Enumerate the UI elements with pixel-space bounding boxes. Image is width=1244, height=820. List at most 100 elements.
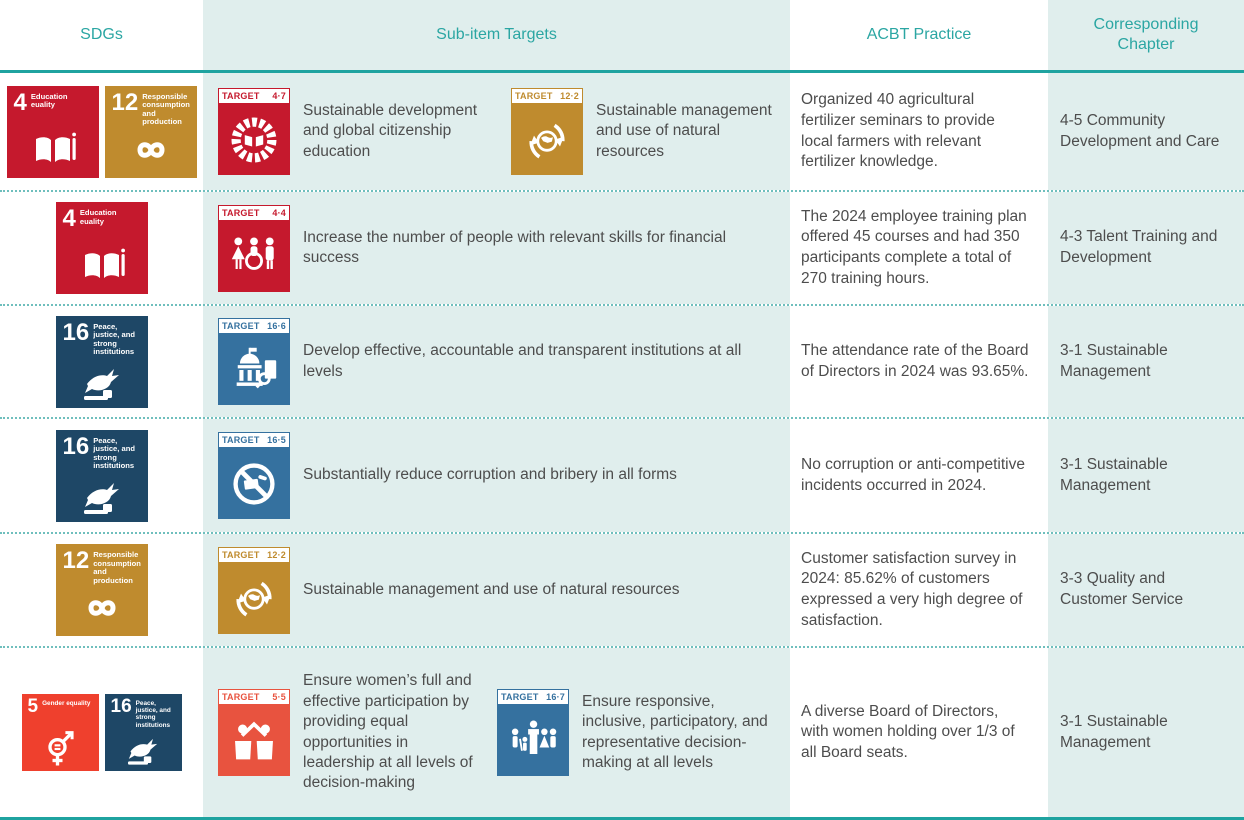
- practice-cell: Organized 40 agricultural fertilizer sem…: [790, 73, 1048, 190]
- target-bar-label: TARGET: [501, 692, 539, 702]
- practice-text: Customer satisfaction survey in 2024: 85…: [801, 549, 1023, 629]
- targets-cell: TARGET 5·5 Ensure women’s full and effect…: [203, 648, 790, 817]
- practice-text: A diverse Board of Directors, with women…: [801, 702, 1015, 761]
- chapter-text: 4-5 Community Development and Care: [1060, 111, 1220, 150]
- table-row: 4 Education euality 12 Responsible consump…: [0, 73, 1244, 190]
- sdg-cell: 4 Education euality: [0, 192, 203, 304]
- target-code: 16·7: [546, 692, 565, 702]
- target-4-4-badge: TARGET 4·4: [218, 204, 290, 292]
- chapter-cell: 3-1 Sustainable Management: [1048, 419, 1244, 532]
- globe-recycle-icon: [228, 572, 280, 624]
- target-item: TARGET 4·7 Sustainable development and gl…: [218, 88, 495, 175]
- target-12-2-badge: TARGET 12·2: [218, 546, 290, 634]
- table-row: 16 Peace, justice, and strong institution…: [0, 304, 1244, 417]
- target-bar-label: TARGET: [222, 321, 260, 331]
- chapter-text: 3-1 Sustainable Management: [1060, 712, 1168, 751]
- target-16-5-badge: TARGET 16·5: [218, 432, 290, 519]
- women-leadership-podium-icon: [228, 715, 280, 767]
- target-item: TARGET 4·4 Increase the number of people …: [218, 204, 772, 292]
- sdg-cell: 12 Responsible consumption and production: [0, 534, 203, 646]
- sdg-12-tile: 12 Responsible consumption and production: [55, 544, 148, 636]
- target-item: TARGET 16·5 Substantially reduce corrupti…: [218, 432, 772, 519]
- target-text: Sustainable management and use of natura…: [303, 580, 680, 598]
- sdg-title: Gender equality: [42, 700, 91, 707]
- chapter-text: 3-1 Sustainable Management: [1060, 341, 1168, 380]
- sdg-cell: 16 Peace, justice, and strong institution…: [0, 419, 203, 532]
- targets-cell: TARGET 12·2 Sustainable management and us…: [203, 534, 790, 646]
- sdg-5-tile: 5 Gender equality: [21, 694, 99, 771]
- sdg-number: 16: [62, 432, 90, 460]
- chapter-cell: 4-5 Community Development and Care: [1048, 73, 1244, 190]
- practice-cell: A diverse Board of Directors, with women…: [790, 648, 1048, 817]
- target-item: TARGET 12·2 Sustainable management and us…: [218, 546, 772, 634]
- chapter-text: 3-3 Quality and Customer Service: [1060, 570, 1184, 608]
- sdg-number: 12: [62, 547, 90, 574]
- target-text: Sustainable development and global citiz…: [303, 101, 478, 160]
- participatory-decision-icon: [507, 715, 559, 767]
- target-text: Substantially reduce corruption and brib…: [303, 466, 677, 484]
- chapter-text: 4-3 Talent Training and Development: [1060, 228, 1218, 266]
- sdg-number: 12: [111, 88, 139, 116]
- header-corresponding-chapter-label: Corresponding Chapter: [1093, 16, 1199, 53]
- sdg-title: Education euality: [79, 208, 117, 226]
- header-acbt-practice-label: ACBT Practice: [866, 26, 972, 43]
- target-bar-label: TARGET: [222, 435, 260, 445]
- target-code: 5·5: [272, 692, 286, 702]
- header-sub-item-targets-label: Sub-item Targets: [436, 26, 557, 43]
- targets-cell: TARGET 16·5 Substantially reduce corrupti…: [203, 419, 790, 532]
- sdg-title: Peace, justice, and strong institutions: [135, 700, 171, 729]
- chapter-cell: 3-1 Sustainable Management: [1048, 648, 1244, 817]
- sdg-title: Peace, justice, and strong institutions: [93, 435, 135, 470]
- table-row: 16 Peace, justice, and strong institution…: [0, 417, 1244, 532]
- targets-cell: TARGET 16·6 Develop effective, accountabl…: [203, 306, 790, 417]
- targets-cell: TARGET 4·7 Sustainable development and gl…: [203, 73, 790, 190]
- header-sub-item-targets: Sub-item Targets: [203, 0, 790, 70]
- chapter-text: 3-1 Sustainable Management: [1060, 455, 1168, 494]
- sdg-number: 4: [13, 88, 27, 116]
- sdg-number: 4: [62, 205, 76, 232]
- sdg-number: 16: [110, 696, 132, 717]
- practice-cell: Customer satisfaction survey in 2024: 85…: [790, 534, 1048, 646]
- target-item: TARGET 12·2 Sustainable management and us…: [511, 88, 782, 175]
- target-16-7-badge: TARGET 16·7: [497, 689, 569, 776]
- table-header: SDGs Sub-item Targets ACBT Practice Corr…: [0, 0, 1244, 73]
- targets-cell: TARGET 4·4 Increase the number of people …: [203, 192, 790, 304]
- sdg-16-tile: 16 Peace, justice, and strong institution…: [104, 694, 182, 771]
- target-code: 16·6: [267, 321, 286, 331]
- target-item: TARGET 5·5 Ensure women’s full and effect…: [218, 671, 481, 794]
- target-bar-label: TARGET: [222, 207, 260, 218]
- target-bar-label: TARGET: [515, 91, 553, 101]
- practice-text: No corruption or anti-competitive incide…: [801, 455, 1025, 494]
- dove-gavel-icon: [76, 356, 128, 404]
- gender-equality-icon: [38, 728, 82, 768]
- sunburst-book-icon: [228, 114, 280, 166]
- target-code: 4·7: [272, 91, 286, 101]
- table-row: 4 Education euality TARGET 4·4 Increase th…: [0, 190, 1244, 304]
- table-row: 5 Gender equality 16 Peace, justice, and s…: [0, 646, 1244, 817]
- practice-text: Organized 40 agricultural fertilizer sem…: [801, 91, 995, 171]
- sdg-cell: 4 Education euality 12 Responsible consump…: [0, 73, 203, 190]
- header-sdgs-label: SDGs: [80, 26, 123, 43]
- target-16-6-badge: TARGET 16·6: [218, 318, 290, 405]
- sdg-cell: 16 Peace, justice, and strong institution…: [0, 306, 203, 417]
- infinity-loop-icon: [125, 126, 177, 174]
- sdg-12-tile: 12 Responsible consumption and production: [104, 85, 197, 178]
- header-acbt-practice: ACBT Practice: [790, 0, 1048, 70]
- chapter-cell: 3-3 Quality and Customer Service: [1048, 534, 1244, 646]
- target-bar-label: TARGET: [222, 549, 260, 560]
- sdg-4-tile: 4 Education euality: [6, 85, 99, 178]
- chapter-cell: 3-1 Sustainable Management: [1048, 306, 1244, 417]
- inclusive-people-icon: [228, 230, 280, 282]
- target-code: 12·2: [560, 91, 579, 101]
- sdg-title: Responsible consumption and production: [142, 91, 190, 126]
- practice-cell: The 2024 employee training plan offered …: [790, 192, 1048, 304]
- target-code: 16·5: [267, 435, 286, 445]
- target-4-7-badge: TARGET 4·7: [218, 88, 290, 175]
- no-bribery-icon: [228, 458, 280, 510]
- institution-building-icon: [228, 344, 280, 396]
- target-text: Ensure women’s full and effective partic…: [303, 672, 473, 792]
- sdg-title: Peace, justice, and strong institutions: [93, 321, 135, 356]
- target-bar-label: TARGET: [222, 692, 260, 702]
- target-code: 4·4: [272, 207, 286, 218]
